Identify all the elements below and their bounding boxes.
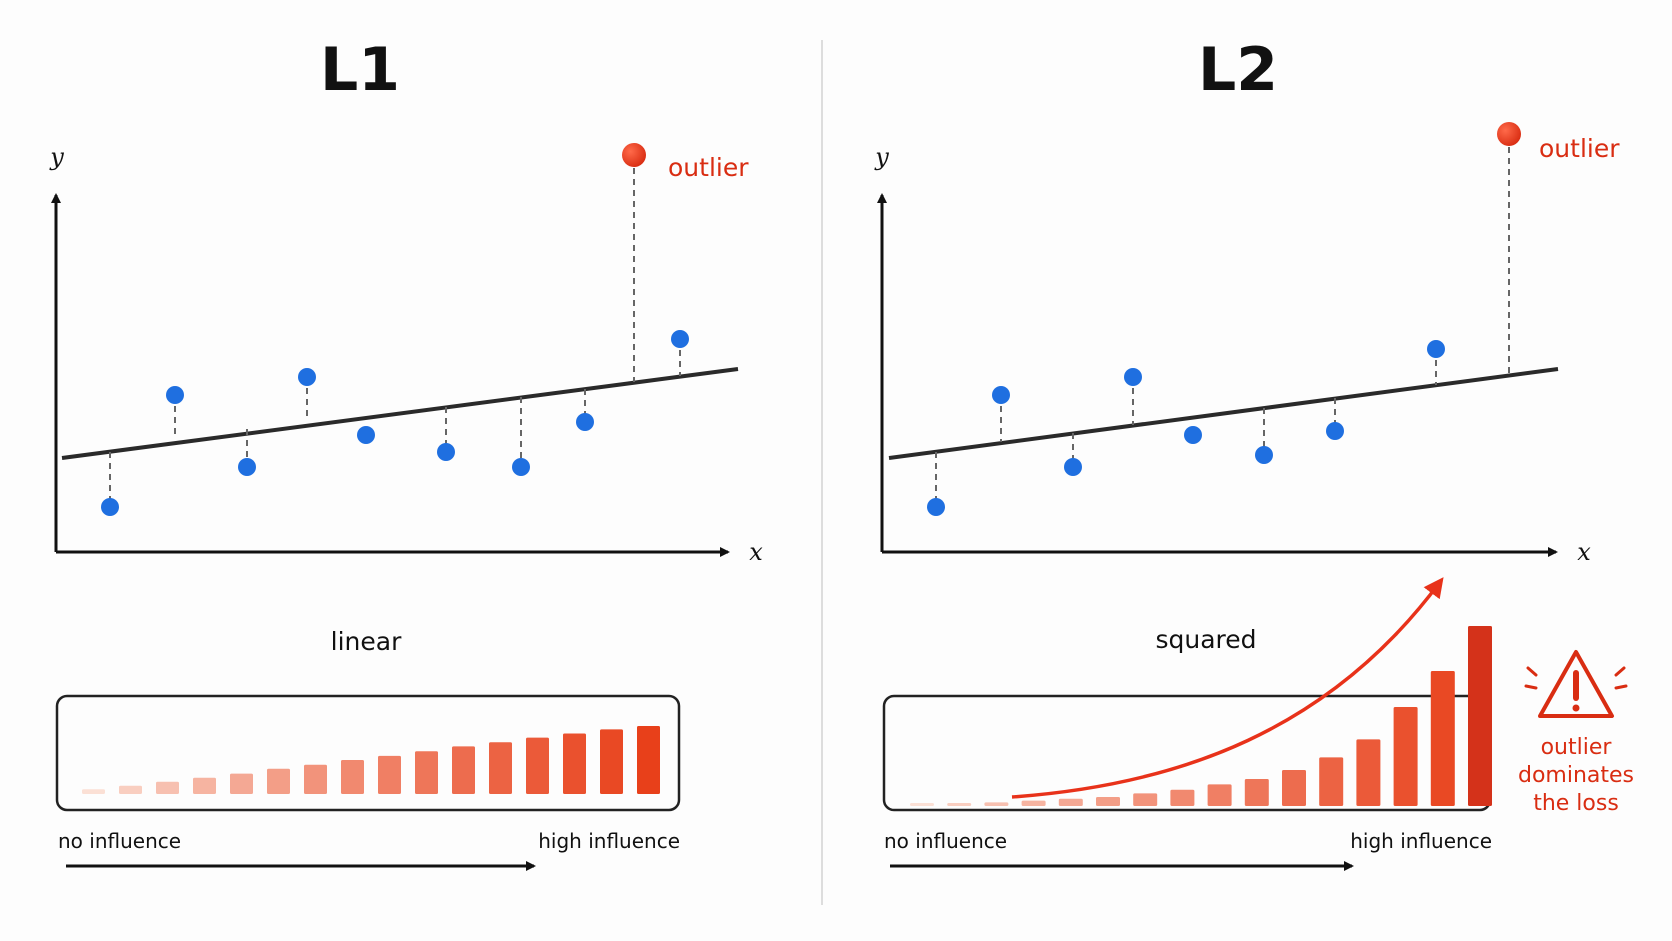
- influence-bar: [378, 755, 401, 794]
- influence-bar: [341, 760, 364, 794]
- influence-bar: [1468, 626, 1492, 806]
- influence-bar: [910, 803, 934, 806]
- influence-bar: [637, 726, 660, 794]
- mode-label: squared: [1155, 625, 1256, 654]
- influence-bar: [526, 737, 549, 794]
- y-axis-label: y: [874, 143, 889, 171]
- influence-bar: [230, 773, 253, 794]
- influence-bar: [1319, 757, 1344, 806]
- scale-high-label: high influence: [1350, 829, 1492, 853]
- influence-bar: [489, 742, 512, 794]
- influence-bar: [1021, 800, 1046, 806]
- data-point: [992, 386, 1010, 404]
- influence-bar: [1058, 798, 1083, 806]
- influence-bar: [82, 789, 105, 794]
- influence-bar: [1244, 779, 1269, 806]
- data-point: [1427, 340, 1445, 358]
- warning-icon: [1524, 650, 1628, 718]
- influence-bar: [1170, 789, 1195, 806]
- data-point: [437, 443, 455, 461]
- data-point: [101, 498, 119, 516]
- panel-l1: L1 y x outlier: [49, 35, 763, 871]
- regression-line: [888, 367, 1559, 460]
- influence-bar: [193, 777, 216, 794]
- panel-title: L2: [1198, 35, 1278, 105]
- data-point: [1064, 458, 1082, 476]
- influence-box: [55, 694, 681, 812]
- influence-bar: [1133, 793, 1158, 806]
- data-point: [298, 368, 316, 386]
- residuals: [109, 157, 681, 507]
- growth-trend-arrow: [1011, 577, 1444, 799]
- data-point: [927, 498, 945, 516]
- data-point: [1326, 422, 1344, 440]
- data-point: [357, 426, 375, 444]
- influence-bar: [947, 803, 972, 806]
- influence-bar: [304, 764, 327, 794]
- influence-bar: [156, 781, 179, 794]
- influence-bar: [600, 729, 623, 794]
- influence-bar: [1393, 707, 1418, 806]
- influence-bar: [1356, 739, 1381, 806]
- outlier-label: outlier: [1539, 134, 1620, 163]
- data-point: [166, 386, 184, 404]
- outlier-point: [1497, 122, 1521, 146]
- panel-l2: L2 y x outlier squared: [874, 35, 1620, 871]
- scale-high-label: high influence: [538, 829, 680, 853]
- influence-bars: [82, 726, 660, 794]
- data-point: [1184, 426, 1202, 444]
- data-point: [671, 330, 689, 348]
- warning-line: the loss: [1533, 791, 1619, 816]
- mode-label: linear: [331, 627, 402, 656]
- x-axis-label: x: [1577, 538, 1591, 566]
- data-point: [1124, 368, 1142, 386]
- influence-bar: [1207, 784, 1232, 806]
- influence-bar: [984, 802, 1009, 806]
- influence-bar: [1430, 671, 1455, 806]
- data-point: [238, 458, 256, 476]
- scale-low-label: no influence: [884, 829, 1007, 853]
- regression-line: [61, 367, 739, 460]
- outlier-point: [622, 143, 646, 167]
- warning-line: outlier: [1541, 735, 1613, 760]
- data-point: [1255, 446, 1273, 464]
- residuals: [935, 136, 1510, 507]
- panel-title: L1: [320, 35, 400, 105]
- influence-bar: [415, 751, 438, 794]
- data-points: [927, 122, 1521, 516]
- x-axis-label: x: [749, 538, 763, 566]
- influence-bar: [119, 785, 142, 794]
- scale-low-label: no influence: [58, 829, 181, 853]
- influence-bars: [910, 626, 1492, 806]
- data-point: [512, 458, 530, 476]
- influence-bar: [1282, 770, 1306, 806]
- data-points: [101, 143, 689, 516]
- warning-callout: outlier dominates the loss: [1518, 650, 1634, 816]
- influence-bar: [563, 733, 586, 794]
- data-point: [576, 413, 594, 431]
- y-axis-label: y: [49, 143, 64, 171]
- influence-bar: [1096, 797, 1120, 806]
- warning-line: dominates: [1518, 763, 1634, 788]
- influence-bar: [267, 768, 290, 794]
- influence-bar: [452, 746, 475, 794]
- outlier-label: outlier: [668, 153, 749, 182]
